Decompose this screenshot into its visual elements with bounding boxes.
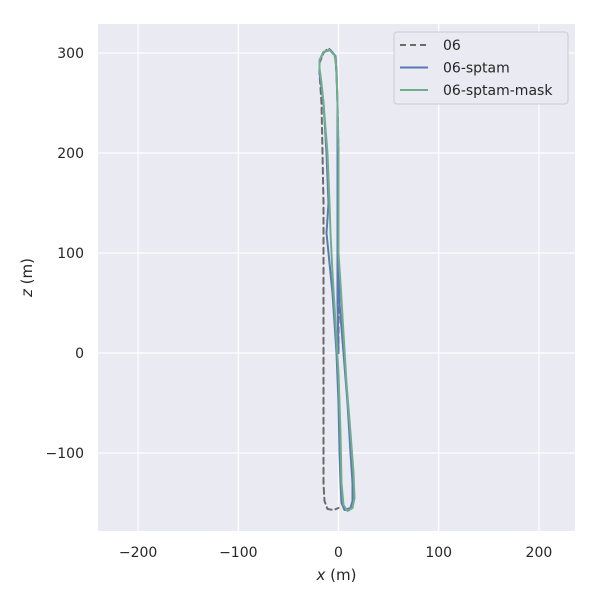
y-axis-label-var: z [18, 288, 36, 298]
y-axis-label-unit: (m) [18, 258, 36, 289]
legend-label: 06 [443, 38, 461, 54]
y-axis-label: z (m) [18, 258, 36, 298]
y-tick-label: −100 [46, 446, 84, 462]
y-tick-label: 200 [57, 146, 84, 162]
legend-label: 06-sptam-mask [443, 83, 553, 99]
legend: 06 06-sptam 06-sptam-mask [393, 31, 569, 105]
x-tick-label: 0 [334, 545, 343, 561]
series-lines [318, 47, 356, 512]
y-tick-label: 0 [75, 346, 84, 362]
y-tick-label: 100 [57, 246, 84, 262]
legend-label: 06-sptam [443, 61, 510, 77]
x-tick-label: −200 [119, 545, 157, 561]
x-axis-label-unit: (m) [325, 566, 356, 584]
x-tick-label: −100 [219, 545, 257, 561]
x-axis-label: x (m) [316, 566, 357, 584]
tick-labels: −200 −100 0 100 200 −100 0 100 200 300 [46, 46, 553, 561]
legend-box [393, 31, 569, 105]
x-tick-label: 100 [425, 545, 452, 561]
y-tick-label: 300 [57, 46, 84, 62]
x-tick-label: 200 [526, 545, 553, 561]
series-line-2 [318, 49, 356, 512]
x-axis-label-var: x [316, 566, 326, 584]
